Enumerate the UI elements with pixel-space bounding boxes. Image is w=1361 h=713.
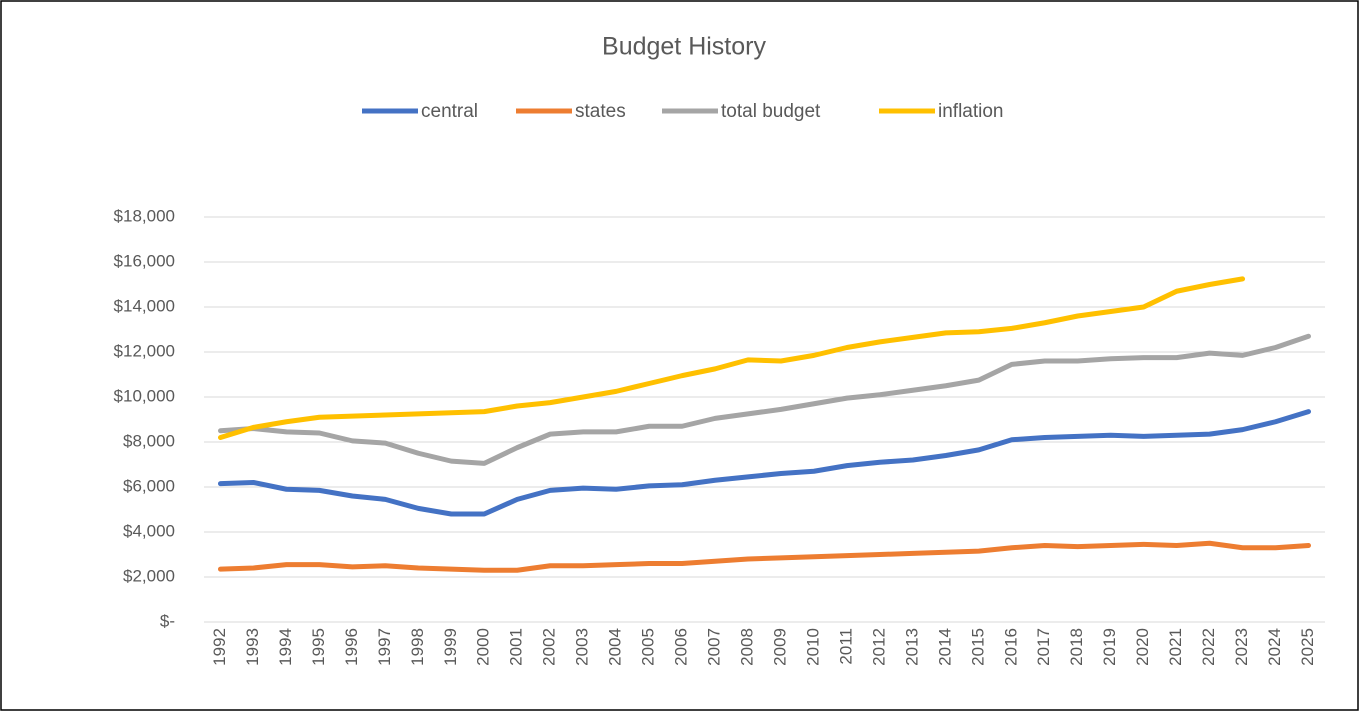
y-tick-label: $10,000	[114, 386, 175, 405]
line-series	[217, 540, 1312, 573]
x-tick-label: 2020	[1133, 628, 1152, 666]
x-tick-label: 2013	[902, 628, 921, 666]
x-tick-label: 2023	[1232, 628, 1251, 666]
x-tick-label: 2018	[1067, 628, 1086, 666]
x-tick-label: 2004	[606, 628, 625, 666]
legend-label: states	[575, 101, 626, 122]
y-tick-label: $2,000	[123, 566, 175, 585]
x-tick-label: 2025	[1298, 628, 1317, 666]
x-tick-label: 2003	[573, 628, 592, 666]
x-tick-label: 2010	[803, 628, 822, 666]
x-tick-label: 1998	[408, 628, 427, 666]
x-tick-label: 2014	[935, 628, 954, 666]
y-tick-label: $-	[160, 611, 175, 630]
legend-label: central	[421, 101, 478, 122]
legend-label: total budget	[721, 101, 821, 122]
x-tick-label: 2024	[1265, 628, 1284, 666]
x-tick-label: 1999	[441, 628, 460, 666]
x-tick-label: 2000	[474, 628, 493, 666]
x-tick-label: 2008	[737, 628, 756, 666]
y-tick-label: $6,000	[123, 476, 175, 495]
x-tick-label: 2001	[507, 628, 526, 666]
x-tick-label: 1993	[243, 628, 262, 666]
x-tick-label: 2011	[836, 628, 855, 665]
x-tick-label: 1995	[309, 628, 328, 666]
line-series	[217, 276, 1246, 440]
y-tick-label: $12,000	[114, 341, 175, 360]
x-tick-label: 2016	[1001, 628, 1020, 666]
y-tick-label: $18,000	[114, 206, 175, 225]
x-tick-label: 1992	[210, 628, 229, 666]
y-tick-label: $14,000	[114, 296, 175, 315]
x-tick-label: 1996	[342, 628, 361, 666]
line-series	[217, 333, 1312, 466]
y-tick-label: $4,000	[123, 521, 175, 540]
x-tick-label: 2015	[968, 628, 987, 666]
x-tick-label: 2006	[672, 628, 691, 666]
x-tick-label: 2002	[540, 628, 559, 666]
x-tick-label: 1997	[375, 628, 394, 666]
x-tick-label: 2007	[705, 628, 724, 666]
x-tick-label: 2009	[770, 628, 789, 666]
chart-title: Budget History	[602, 33, 766, 61]
x-tick-label: 2022	[1199, 628, 1218, 666]
x-tick-label: 2021	[1166, 628, 1185, 666]
x-tick-label: 2012	[869, 628, 888, 666]
x-tick-label: 2005	[639, 628, 658, 666]
line-series	[217, 409, 1312, 517]
x-tick-label: 2019	[1100, 628, 1119, 666]
legend-label: inflation	[938, 101, 1004, 122]
y-tick-label: $16,000	[114, 251, 175, 270]
x-tick-label: 1994	[276, 628, 295, 666]
y-tick-label: $8,000	[123, 431, 175, 450]
x-tick-label: 2017	[1034, 628, 1053, 666]
